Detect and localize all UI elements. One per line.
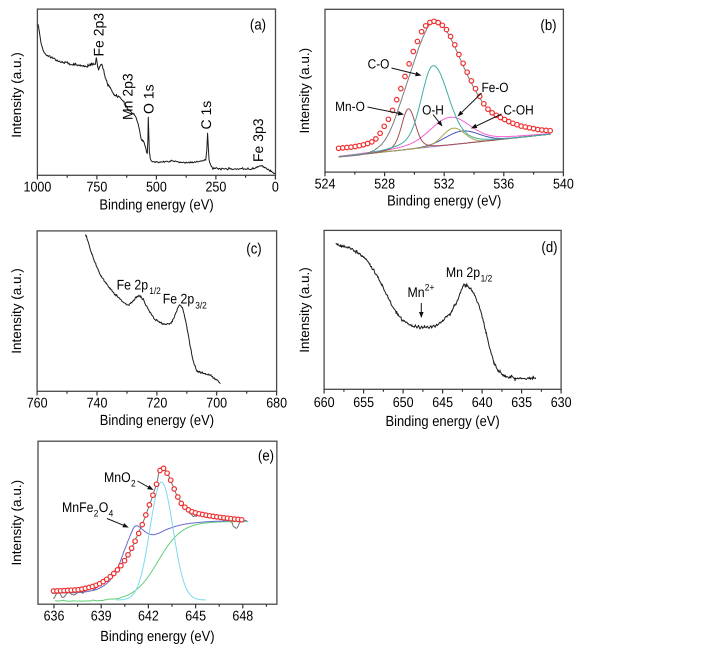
svg-text:Intensity (a.u.): Intensity (a.u.) bbox=[9, 268, 24, 354]
svg-text:C 1s: C 1s bbox=[198, 101, 214, 130]
svg-text:3/2: 3/2 bbox=[195, 301, 207, 312]
svg-text:Mn-O: Mn-O bbox=[335, 99, 365, 114]
svg-text:2: 2 bbox=[131, 479, 136, 490]
svg-text:MnFe: MnFe bbox=[62, 499, 94, 515]
svg-text:700: 700 bbox=[206, 395, 227, 411]
svg-text:680: 680 bbox=[266, 395, 287, 411]
svg-text:Intensity (a.u.): Intensity (a.u.) bbox=[9, 52, 24, 138]
svg-text:Fe 2p3: Fe 2p3 bbox=[91, 13, 107, 57]
svg-text:(e): (e) bbox=[258, 447, 274, 464]
svg-text:660: 660 bbox=[314, 395, 335, 411]
svg-text:648: 648 bbox=[232, 608, 253, 624]
svg-text:(d): (d) bbox=[541, 239, 557, 256]
svg-text:(a): (a) bbox=[250, 17, 266, 34]
svg-text:Intensity (a.u.): Intensity (a.u.) bbox=[9, 480, 24, 566]
svg-text:C-O: C-O bbox=[368, 57, 390, 72]
svg-text:2+: 2+ bbox=[425, 283, 435, 294]
svg-text:640: 640 bbox=[472, 395, 493, 411]
svg-text:O: O bbox=[99, 499, 109, 515]
svg-text:Mn 2p3: Mn 2p3 bbox=[120, 73, 136, 120]
svg-text:Binding energy (eV): Binding energy (eV) bbox=[100, 413, 214, 429]
svg-text:750: 750 bbox=[86, 180, 107, 196]
svg-text:655: 655 bbox=[353, 395, 374, 411]
svg-text:536: 536 bbox=[493, 177, 514, 193]
svg-text:Intensity (a.u.): Intensity (a.u.) bbox=[297, 267, 312, 353]
svg-text:0: 0 bbox=[272, 180, 279, 196]
svg-text:650: 650 bbox=[393, 395, 414, 411]
svg-text:O 1s: O 1s bbox=[141, 84, 157, 114]
svg-text:(b): (b) bbox=[540, 17, 556, 34]
svg-text:Binding energy (eV): Binding energy (eV) bbox=[385, 414, 499, 430]
svg-text:540: 540 bbox=[553, 177, 574, 193]
svg-text:642: 642 bbox=[138, 608, 159, 624]
svg-text:636: 636 bbox=[44, 608, 65, 624]
svg-text:500: 500 bbox=[146, 180, 167, 196]
svg-text:1/2: 1/2 bbox=[149, 286, 161, 297]
svg-text:740: 740 bbox=[87, 395, 108, 411]
svg-text:Fe 2p: Fe 2p bbox=[163, 291, 195, 307]
svg-text:1/2: 1/2 bbox=[481, 274, 493, 285]
svg-text:639: 639 bbox=[91, 608, 112, 624]
svg-text:C-OH: C-OH bbox=[503, 102, 533, 117]
svg-text:Binding energy (eV): Binding energy (eV) bbox=[387, 194, 501, 210]
svg-text:2: 2 bbox=[94, 509, 99, 520]
svg-text:532: 532 bbox=[434, 177, 455, 193]
svg-text:O-H: O-H bbox=[422, 102, 444, 117]
svg-text:Mn: Mn bbox=[408, 284, 425, 300]
svg-text:760: 760 bbox=[27, 395, 48, 411]
svg-text:4: 4 bbox=[109, 509, 114, 520]
svg-text:MnO: MnO bbox=[104, 469, 131, 485]
svg-text:Fe-O: Fe-O bbox=[481, 80, 508, 95]
svg-text:528: 528 bbox=[374, 177, 395, 193]
svg-text:645: 645 bbox=[185, 608, 206, 624]
svg-text:645: 645 bbox=[432, 395, 453, 411]
svg-text:(c): (c) bbox=[246, 240, 261, 257]
svg-text:Fe 2p: Fe 2p bbox=[117, 277, 149, 293]
svg-text:630: 630 bbox=[551, 395, 572, 411]
svg-text:Binding energy (eV): Binding energy (eV) bbox=[100, 629, 214, 645]
svg-text:Intensity (a.u.): Intensity (a.u.) bbox=[297, 48, 312, 134]
svg-text:Mn 2p: Mn 2p bbox=[446, 264, 480, 280]
svg-text:524: 524 bbox=[315, 177, 336, 193]
svg-text:Fe 3p3: Fe 3p3 bbox=[250, 118, 266, 162]
svg-text:720: 720 bbox=[146, 395, 167, 411]
svg-text:250: 250 bbox=[205, 180, 226, 196]
svg-text:1000: 1000 bbox=[24, 180, 52, 196]
svg-text:Binding energy (eV): Binding energy (eV) bbox=[99, 198, 213, 214]
svg-text:635: 635 bbox=[511, 395, 532, 411]
